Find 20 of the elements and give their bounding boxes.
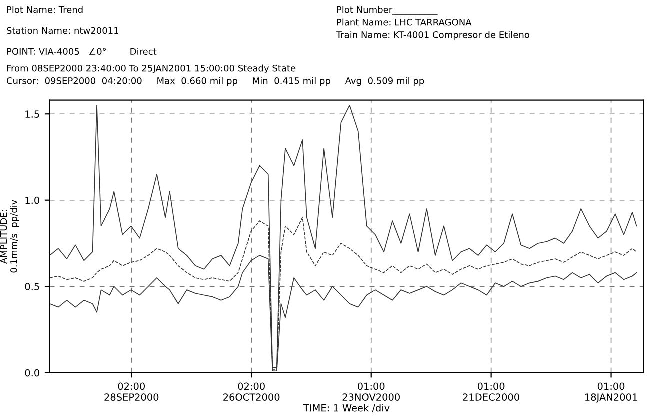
text: Cursor: 09SEP2000 04:20:00 Max 0.660 mil pp Min 0.415 mil pp Avg 0.509 mil pp (6, 77, 424, 86)
x-axis-title: TIME: 1 Week /div (303, 404, 390, 413)
y-axis-title: AMPLITUDE: 0.1mm/s pp/div (0, 200, 20, 273)
x-tick-label: 02:00 26OCT2000 (224, 382, 280, 401)
y-tick-label: 0.5 (25, 283, 40, 290)
text: Train Name: KT-4001 Compresor de Etileno (336, 31, 530, 40)
x-tick-label: 01:00 23NOV2000 (342, 382, 400, 401)
y-tick-label: 0.0 (25, 369, 40, 377)
x-tick-label: 02:00 28SEP2000 (104, 382, 159, 401)
line-series (50, 105, 638, 368)
x-tick-label: 01:00 18JAN2001 (585, 382, 638, 403)
text: Plant Name: LHC TARRAGONA (337, 18, 472, 26)
x-tick-label: 01:00 21DEC2000 (463, 382, 520, 401)
y-tick-label: 1.0 (26, 196, 40, 204)
text: POINT: VIA-4005 ∠0° Direct (7, 48, 157, 56)
text: Plot Name: Trend (7, 6, 83, 14)
text: Station Name: ntw20011 (7, 27, 119, 34)
text: From 08SEP2000 23:40:00 To 25JAN2001 15:00:00 Steady State (7, 64, 296, 74)
text: Plot Number__________ (337, 6, 438, 16)
y-tick-label: 1.5 (26, 110, 40, 118)
